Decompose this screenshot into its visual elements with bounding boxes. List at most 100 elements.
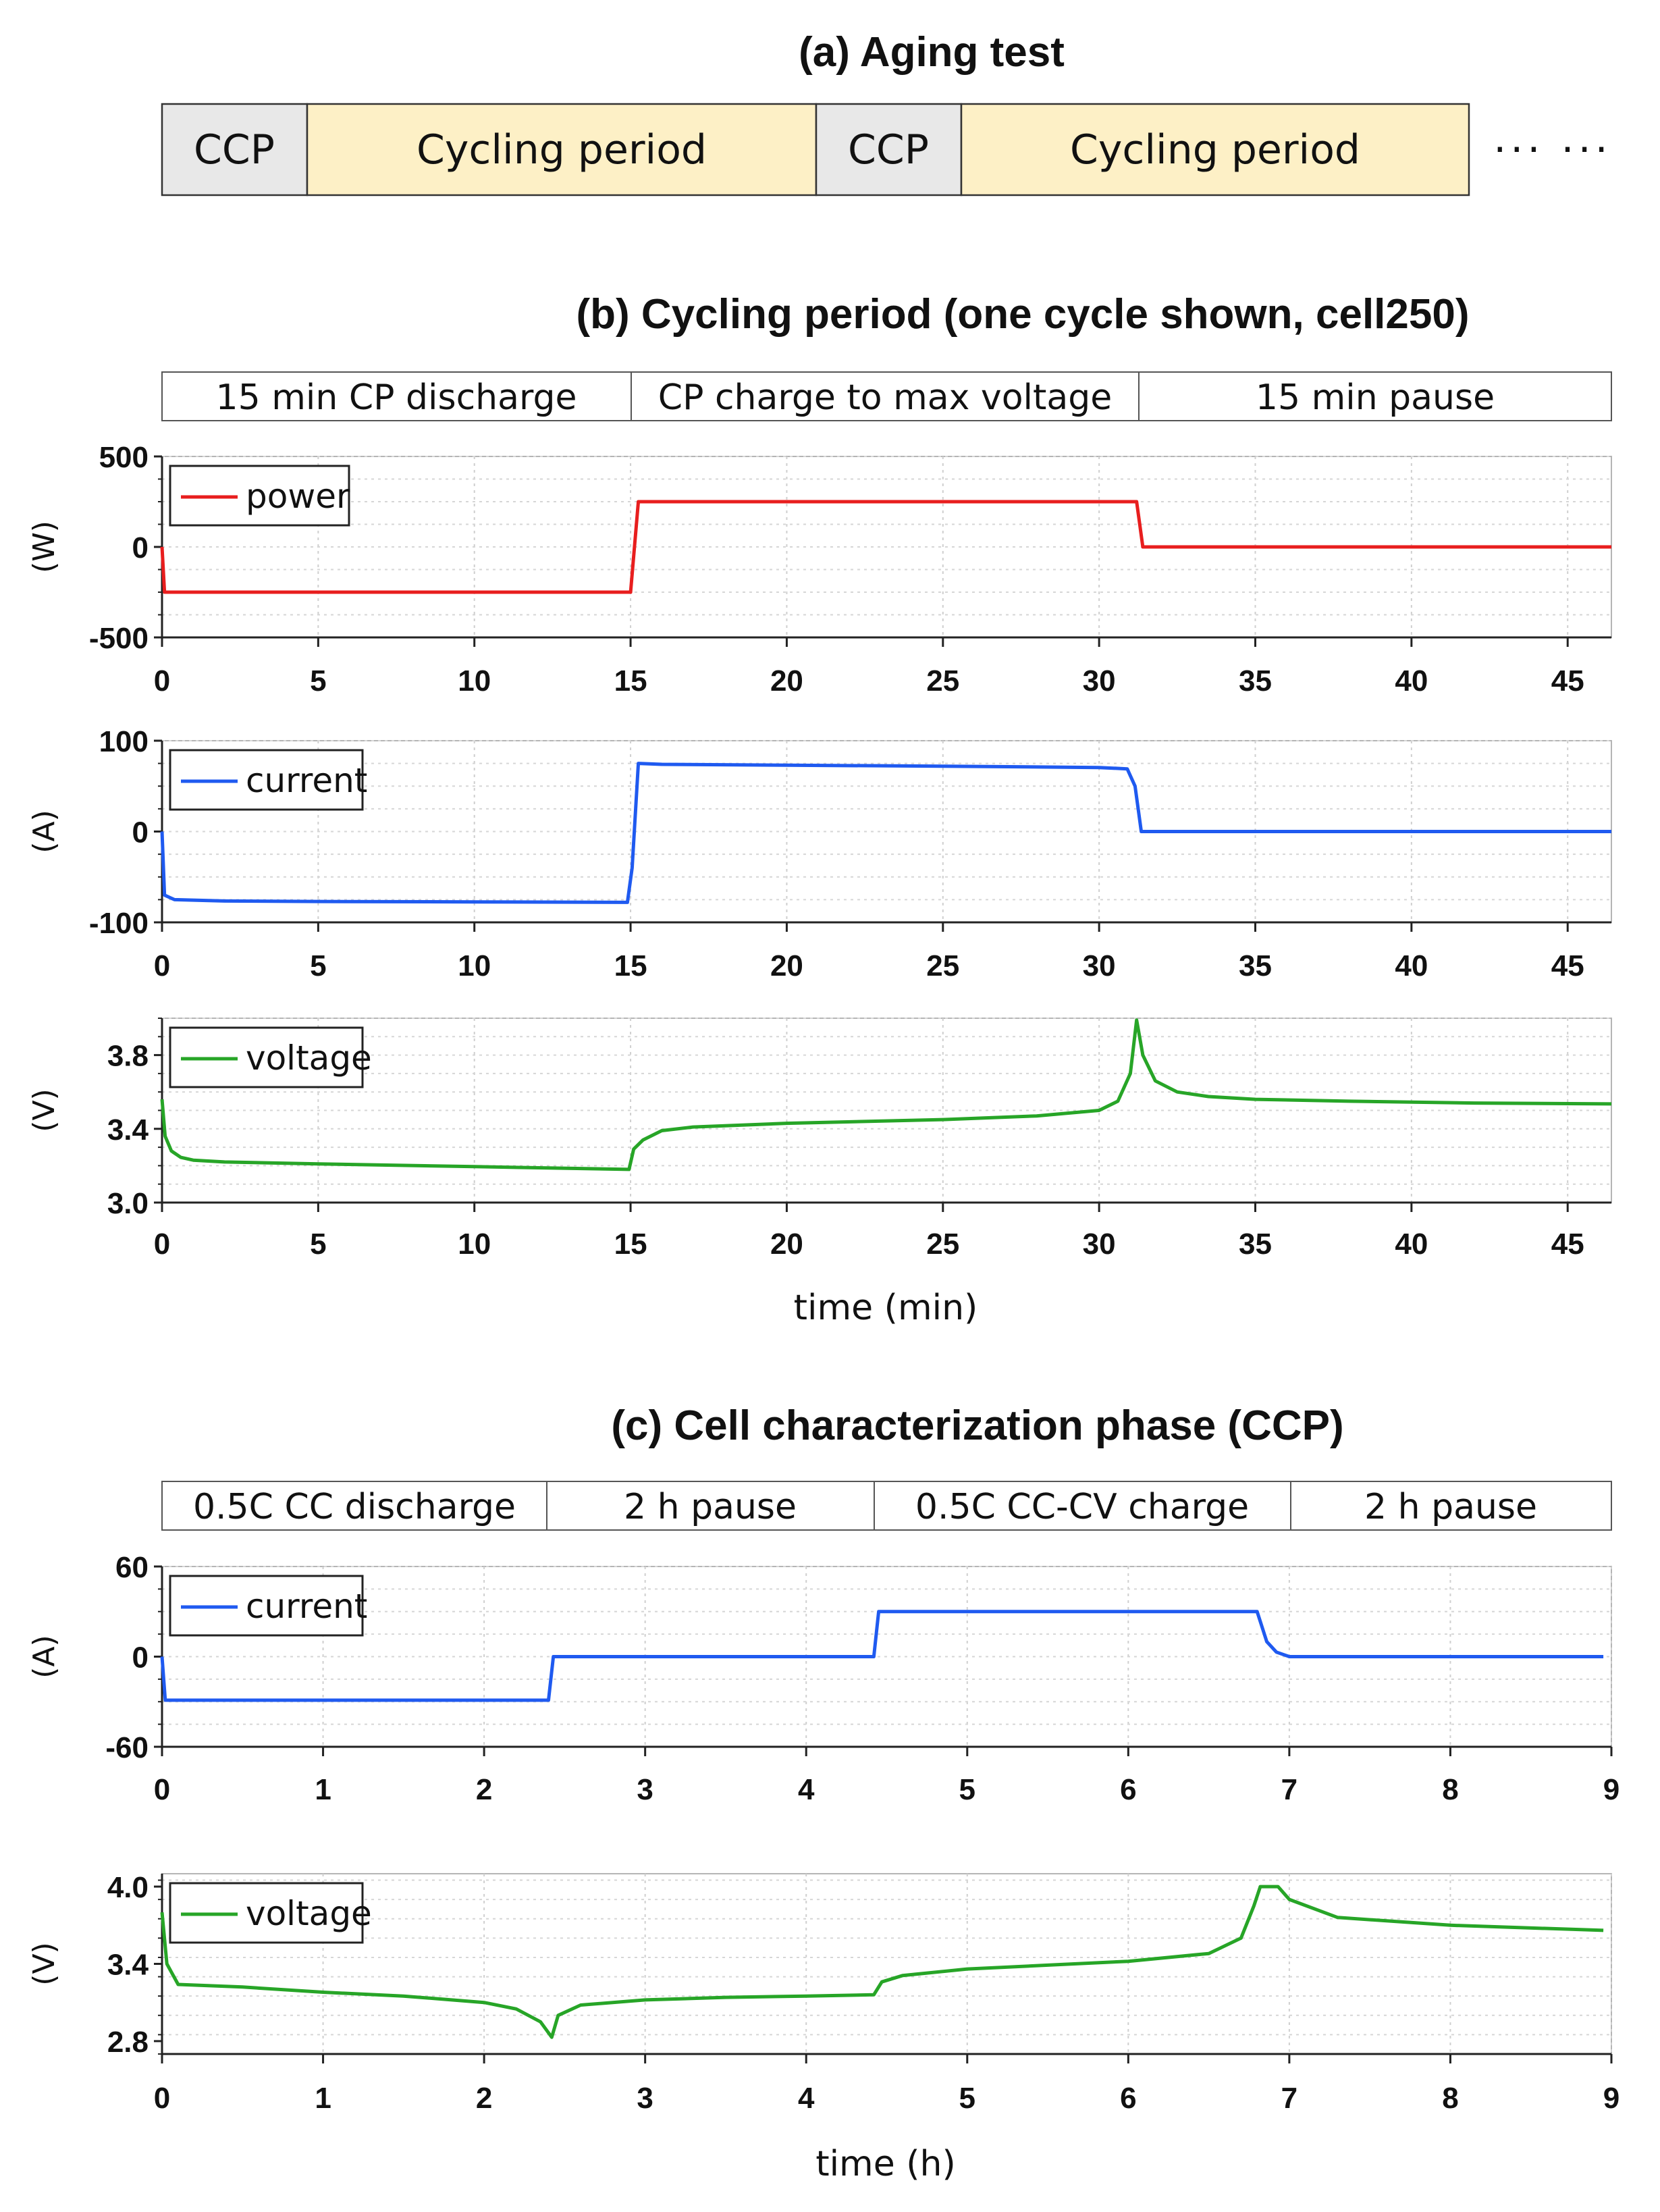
x-tick-label: 2	[476, 2082, 492, 2115]
x-tick-label: 35	[1239, 949, 1272, 982]
x-tick-label: 1	[315, 2082, 331, 2115]
y-tick-label: 4.0	[107, 1871, 149, 1904]
panel-c: (c) Cell characterization phase (CCP) 0.…	[27, 1402, 1619, 2184]
x-tick-label: 1	[315, 1773, 331, 1806]
panel-b: (b) Cycling period (one cycle shown, cel…	[27, 291, 1612, 1328]
phase-cccv-charge-label: 0.5C CC-CV charge	[915, 1487, 1249, 1527]
phase-box-pause	[1138, 371, 1612, 421]
x-tick-label: 6	[1120, 1773, 1136, 1806]
x-tick-label: 10	[458, 664, 491, 697]
x-tick-label: 8	[1442, 2082, 1458, 2115]
x-tick-label: 20	[770, 664, 803, 697]
x-tick-label: 45	[1551, 664, 1584, 697]
x-tick-label: 4	[798, 2082, 815, 2115]
x-tick-label: 0	[154, 1228, 170, 1261]
x-tick-label: 5	[310, 664, 326, 697]
phase-pause-1-label: 2 h pause	[624, 1487, 797, 1527]
x-tick-label: 0	[154, 664, 170, 697]
y-axis-label: (V)	[27, 1942, 61, 1985]
x-tick-label: 45	[1551, 1228, 1584, 1261]
plot-area	[161, 1873, 1612, 2055]
y-tick-label: 0	[132, 816, 149, 849]
x-tick-label: 9	[1603, 1773, 1619, 1806]
legend-label: voltage	[246, 1038, 372, 1078]
x-tick-label: 40	[1395, 949, 1428, 982]
x-tick-label: 25	[926, 949, 959, 982]
x-tick-label: 20	[770, 949, 803, 982]
x-tick-label: 8	[1442, 1773, 1458, 1806]
x-tick-label: 10	[458, 949, 491, 982]
timeline-ccp-1-label: CCP	[194, 126, 275, 174]
phase-cc-discharge-label: 0.5C CC discharge	[193, 1487, 516, 1527]
x-tick-label: 6	[1120, 2082, 1136, 2115]
x-tick-label: 0	[154, 949, 170, 982]
x-tick-label: 5	[959, 2082, 975, 2115]
y-tick-label: 3.4	[107, 1113, 149, 1147]
timeline-cycling-2-label: Cycling period	[1070, 126, 1360, 174]
phase-box-cc-discharge	[161, 1481, 547, 1531]
panel-b-xlabel: time (min)	[794, 1288, 978, 1328]
phase-box-cccv-charge	[874, 1481, 1291, 1531]
ccp-voltage-chart: 2.8 3.4 4.0 0 1 2 3 4 5 6 7 8 9 (V) voltage	[27, 1871, 1619, 2115]
x-tick-label: 15	[614, 664, 647, 697]
x-tick-label: 15	[614, 1228, 647, 1261]
y-axis-label: (A)	[27, 1635, 61, 1678]
phase-box-cp-charge	[631, 371, 1140, 421]
phase-box-cp-discharge	[161, 371, 632, 421]
x-tick-label: 30	[1083, 664, 1116, 697]
phase-pause-label: 15 min pause	[1256, 377, 1495, 418]
legend-label: voltage	[246, 1894, 372, 1933]
phase-pause-2-label: 2 h pause	[1364, 1487, 1537, 1527]
x-tick-label: 5	[310, 949, 326, 982]
x-tick-label: 3	[637, 1773, 653, 1806]
x-tick-label: 20	[770, 1228, 803, 1261]
y-axis-label: (A)	[27, 810, 61, 853]
timeline-cycling-1-label: Cycling period	[417, 126, 707, 174]
y-tick-label: 500	[99, 441, 149, 474]
y-tick-label: -100	[89, 907, 149, 940]
x-tick-label: 3	[637, 2082, 653, 2115]
y-tick-label: 2.8	[107, 2026, 149, 2059]
timeline-cycling-1	[306, 103, 818, 196]
x-tick-label: 30	[1083, 1228, 1116, 1261]
x-tick-label: 10	[458, 1228, 491, 1261]
x-tick-label: 35	[1239, 664, 1272, 697]
x-tick-label: 40	[1395, 1228, 1428, 1261]
phase-box-pause-2	[1290, 1481, 1612, 1531]
timeline-ccp-1	[161, 103, 309, 196]
voltage-series-line	[160, 1885, 1604, 2039]
timeline-continuation: ··· ···	[1493, 126, 1612, 174]
x-tick-label: 0	[154, 1773, 170, 1806]
x-tick-label: 9	[1603, 2082, 1619, 2115]
y-tick-label: -500	[89, 622, 149, 655]
panel-a-title: (a) Aging test	[799, 29, 1065, 76]
y-tick-label: 0	[132, 1641, 149, 1675]
y-axis-label: (W)	[27, 521, 61, 573]
y-tick-label: 3.0	[107, 1187, 149, 1220]
x-tick-label: 0	[154, 2082, 170, 2115]
x-tick-label: 45	[1551, 949, 1584, 982]
panel-a: (a) Aging test CCP Cycling period CCP Cy…	[161, 29, 1612, 196]
x-tick-label: 2	[476, 1773, 492, 1806]
x-tick-label: 15	[614, 949, 647, 982]
y-tick-label: 3.8	[107, 1040, 149, 1073]
timeline-ccp-2-label: CCP	[848, 126, 929, 174]
panel-b-title: (b) Cycling period (one cycle shown, cel…	[577, 291, 1470, 338]
y-tick-label: -60	[105, 1731, 149, 1764]
phase-cp-charge-label: CP charge to max voltage	[658, 377, 1112, 418]
x-tick-label: 4	[798, 1773, 815, 1806]
legend-label: current	[246, 761, 367, 800]
x-tick-label: 25	[926, 1228, 959, 1261]
panel-c-title: (c) Cell characterization phase (CCP)	[611, 1402, 1343, 1449]
x-tick-label: 7	[1281, 1773, 1297, 1806]
phase-cp-discharge-label: 15 min CP discharge	[216, 377, 577, 418]
current-series-line	[160, 1610, 1604, 1702]
timeline-ccp-2	[815, 103, 963, 196]
y-tick-label: 3.4	[107, 1949, 149, 1982]
x-tick-label: 35	[1239, 1228, 1272, 1261]
x-tick-label: 25	[926, 664, 959, 697]
current-series-line	[160, 762, 1611, 904]
y-axis-label: (V)	[27, 1088, 61, 1132]
